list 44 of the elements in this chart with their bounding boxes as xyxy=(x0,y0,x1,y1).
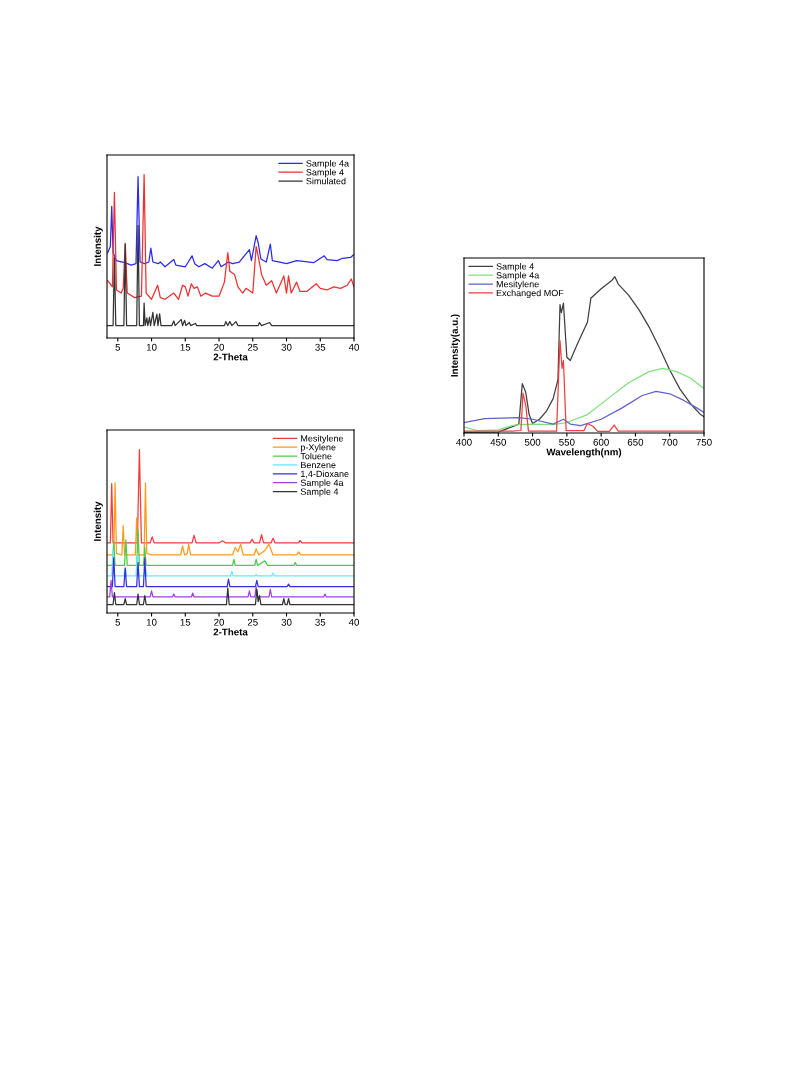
legend-label: Sample 4 xyxy=(496,262,534,272)
x-tick-label: 35 xyxy=(315,618,326,626)
legend-label: 1,4-Dioxane xyxy=(301,470,349,479)
legend-label: Sample 4a xyxy=(306,159,350,169)
x-tick-label: 25 xyxy=(247,343,258,351)
x-tick-label: 500 xyxy=(524,438,541,446)
x-tick-label: 550 xyxy=(559,438,575,446)
legend-label: Toluene xyxy=(300,452,332,460)
x-tick-label: 5 xyxy=(115,618,121,626)
x-tick-label: 30 xyxy=(281,618,292,626)
legend-label: Exchanged MOF xyxy=(496,289,564,298)
legend-label: Mesitylene xyxy=(301,434,344,444)
x-tick-label: 30 xyxy=(281,343,292,351)
y-axis-title: Intensity xyxy=(93,226,103,266)
x-tick-label: 40 xyxy=(348,618,360,626)
legend-label: Sample 4a xyxy=(496,271,540,281)
legend-label: p-Xylene xyxy=(300,443,336,453)
y-axis-title: Intensity xyxy=(93,501,103,541)
x-tick-label: 25 xyxy=(247,618,258,626)
y-axis-title: Intensity(a.u.) xyxy=(450,314,460,377)
x-tick-label: 40 xyxy=(348,343,360,351)
x-tick-label: 10 xyxy=(146,618,157,626)
x-tick-label: 20 xyxy=(214,343,225,351)
x-tick-label: 400 xyxy=(456,438,472,446)
x-tick-label: 35 xyxy=(315,343,326,351)
x-tick-label: 750 xyxy=(696,438,712,446)
x-tick-label: 700 xyxy=(662,438,678,446)
x-tick-label: 10 xyxy=(146,343,157,351)
legend-label: Sample 4a xyxy=(300,479,344,488)
x-axis-title: Wavelength(nm) xyxy=(546,448,622,458)
legend-label: Mesitylene xyxy=(496,280,539,290)
x-tick-label: 650 xyxy=(627,438,644,446)
x-tick-label: 15 xyxy=(180,618,191,626)
x-tick-label: 450 xyxy=(490,438,507,446)
legend-label: Sample 4 xyxy=(300,488,339,497)
x-axis-title: 2-Theta xyxy=(213,628,248,636)
legend-label: Benzene xyxy=(301,461,336,469)
x-tick-label: 5 xyxy=(115,343,121,351)
legend-label: Sample 4 xyxy=(306,168,344,178)
x-tick-label: 20 xyxy=(214,618,225,626)
x-axis-title: 2-Theta xyxy=(213,353,248,361)
x-tick-label: 600 xyxy=(593,438,609,446)
x-tick-label: 15 xyxy=(180,343,191,351)
legend-label: Simulated xyxy=(306,177,346,185)
